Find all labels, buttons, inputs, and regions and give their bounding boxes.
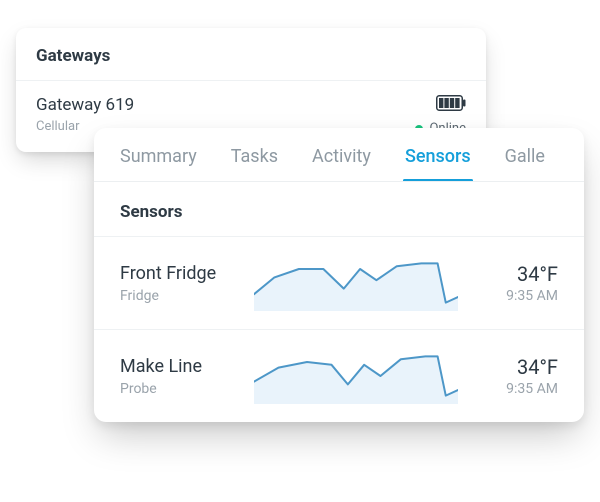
sensor-name: Make Line — [120, 356, 238, 377]
sensor-name: Front Fridge — [120, 263, 238, 284]
sensors-card: Summary Tasks Activity Sensors Galle Sen… — [94, 128, 584, 422]
tabs-bar: Summary Tasks Activity Sensors Galle — [94, 128, 584, 182]
sensor-reading: 34°F 9:35 AM — [474, 355, 558, 397]
sensor-sparkline — [254, 348, 458, 404]
sensor-row[interactable]: Make Line Probe 34°F 9:35 AM — [94, 329, 584, 422]
sensor-temp: 34°F — [474, 355, 558, 379]
tab-sensors[interactable]: Sensors — [405, 146, 471, 181]
sensors-section-title: Sensors — [94, 182, 584, 236]
gateway-name: Gateway 619 — [36, 95, 134, 115]
sensor-type: Fridge — [120, 288, 238, 304]
sensor-time: 9:35 AM — [474, 381, 558, 397]
sensor-info: Front Fridge Fridge — [120, 263, 238, 304]
sensor-temp: 34°F — [474, 262, 558, 286]
sensor-sparkline — [254, 255, 458, 311]
sensor-row[interactable]: Front Fridge Fridge 34°F 9:35 AM — [94, 236, 584, 329]
tab-tasks[interactable]: Tasks — [231, 146, 278, 181]
tab-summary[interactable]: Summary — [120, 146, 197, 181]
sensor-time: 9:35 AM — [474, 288, 558, 304]
sensor-reading: 34°F 9:35 AM — [474, 262, 558, 304]
tab-gallery[interactable]: Galle — [505, 146, 545, 181]
battery-icon — [436, 95, 466, 115]
sensor-type: Probe — [120, 381, 238, 397]
gateways-header: Gateways — [16, 28, 486, 81]
tab-activity[interactable]: Activity — [312, 146, 371, 181]
sensor-info: Make Line Probe — [120, 356, 238, 397]
